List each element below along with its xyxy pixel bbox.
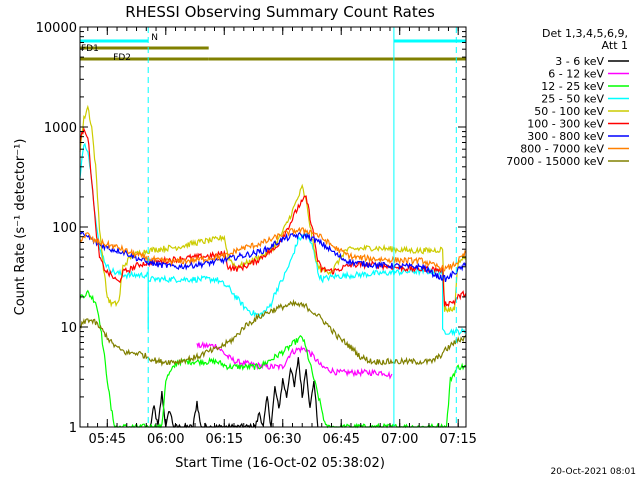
series-line-5 <box>79 126 467 308</box>
y-tick-label-4: 10000 <box>36 21 77 36</box>
legend-label-4: 50 - 100 keV <box>534 105 604 118</box>
series-line-8 <box>79 298 467 367</box>
legend-header-1: Att 1 <box>602 39 628 52</box>
series-line-3 <box>79 142 467 337</box>
x-axis: 05:45 06:00 06:15 06:30 06:45 07:00 07:15 <box>87 27 477 447</box>
series-layer <box>79 104 467 429</box>
series-line-6 <box>79 231 467 283</box>
x-tick-label-2: 06:15 <box>206 432 243 447</box>
y-tick-label-2: 100 <box>52 221 77 236</box>
x-tick-label-3: 06:30 <box>264 432 301 447</box>
x-tick-label-6: 07:15 <box>439 432 476 447</box>
y-tick-label-0: 1 <box>69 421 77 436</box>
flags-layer: FD1 FD2 N <box>80 33 466 63</box>
flag-label-fd2: FD2 <box>113 53 131 63</box>
x-tick-label-0: 05:45 <box>89 432 126 447</box>
y-tick-label-3: 1000 <box>44 121 77 136</box>
y-axis-label: Count Rate (s⁻¹ detector⁻¹) <box>13 139 28 316</box>
x-tick-label-5: 07:00 <box>381 432 418 447</box>
plot-area: FD1 FD2 N 05:45 06:00 06:15 06:30 06:45 07:00 07… <box>36 21 477 447</box>
y-tick-label-1: 10 <box>60 321 77 336</box>
series-line-4 <box>79 104 467 313</box>
x-axis-label: Start Time (16-Oct-02 05:38:02) <box>175 456 385 471</box>
y-axis: 1 10 100 1000 10000 <box>36 21 466 436</box>
legend-label-7: 800 - 7000 keV <box>520 143 604 156</box>
legend-label-0: 3 - 6 keV <box>555 55 604 68</box>
chart-title: RHESSI Observing Summary Count Rates <box>125 3 435 21</box>
x-tick-label-1: 06:00 <box>147 432 184 447</box>
series-line-7 <box>79 226 467 272</box>
series-line-1 <box>196 340 393 380</box>
flag-label-n: N <box>151 33 158 43</box>
legend-header-0: Det 1,3,4,5,6,9, <box>542 27 628 40</box>
legend-label-1: 6 - 12 keV <box>548 68 604 81</box>
legend-label-2: 12 - 25 keV <box>541 80 604 93</box>
legend-label-8: 7000 - 15000 keV <box>506 155 604 168</box>
footer-date: 20-Oct-2021 08:01 <box>551 467 636 477</box>
legend-label-6: 300 - 800 keV <box>527 130 604 143</box>
vlines-layer <box>147 27 457 427</box>
flag-label-fd1: FD1 <box>81 44 99 54</box>
legend-label-5: 100 - 300 keV <box>527 118 604 131</box>
x-tick-label-4: 06:45 <box>322 432 359 447</box>
legend-label-3: 25 - 50 keV <box>541 93 604 106</box>
